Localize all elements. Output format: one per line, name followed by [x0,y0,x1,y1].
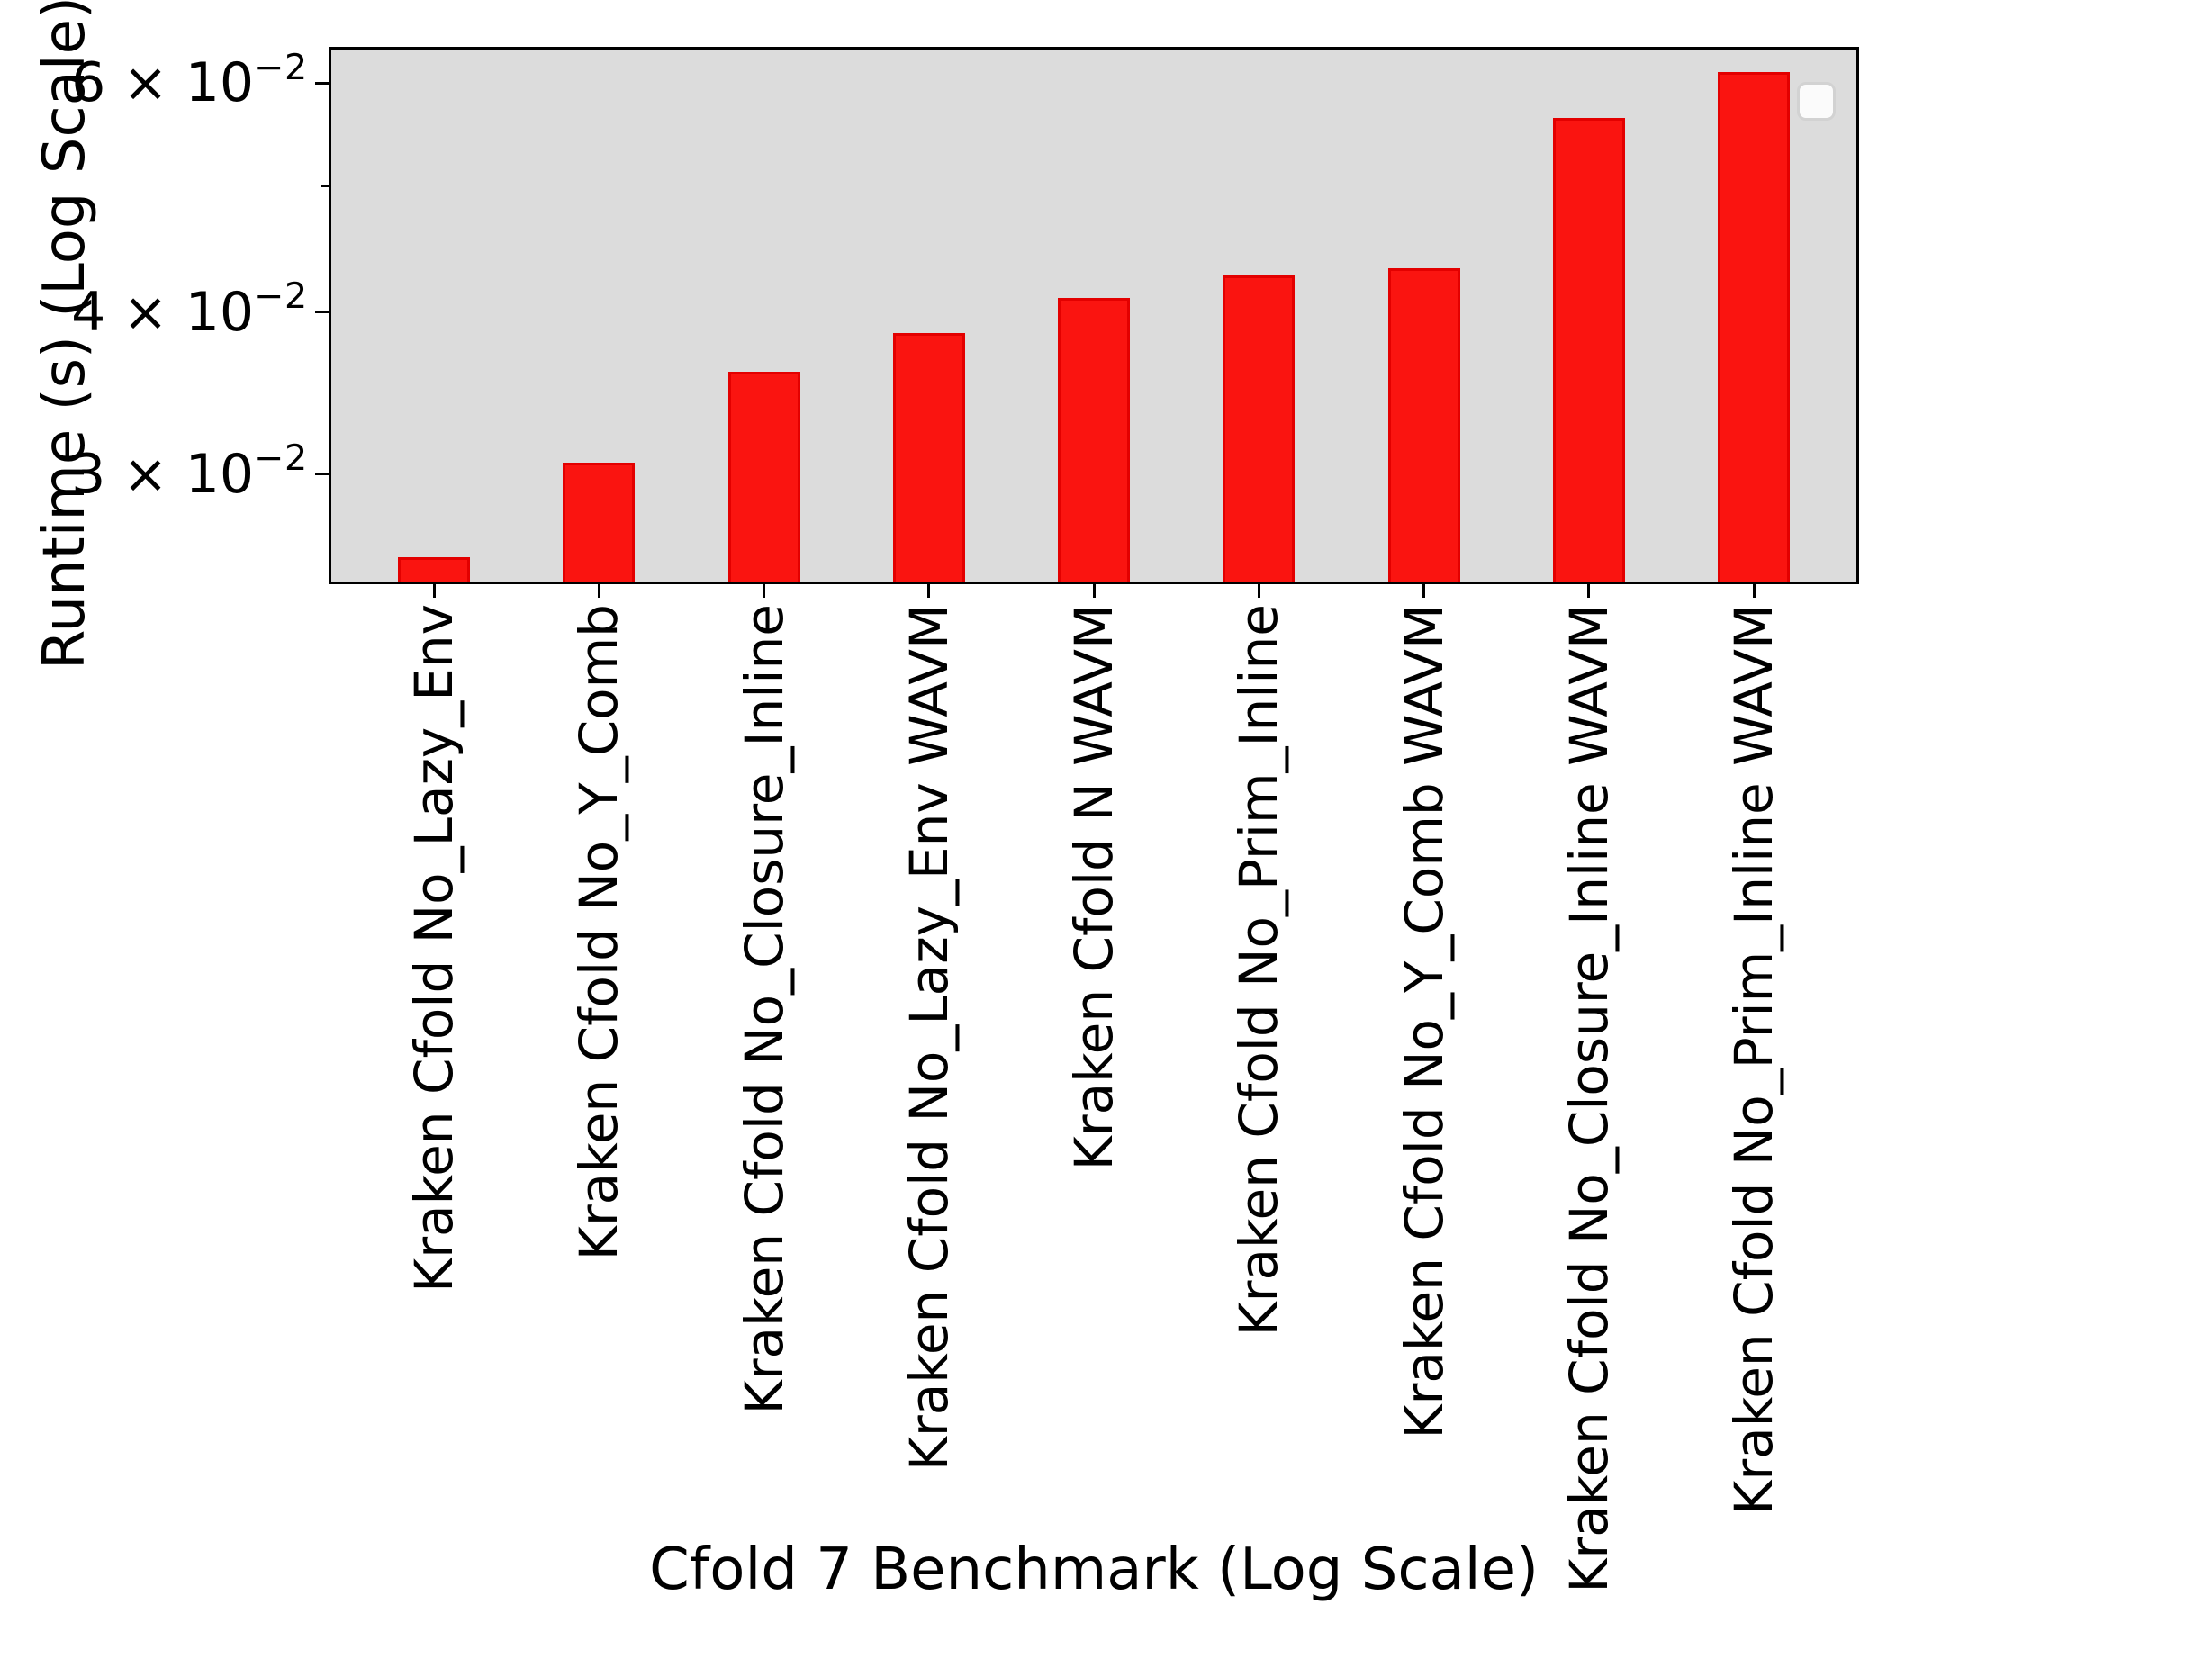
x-tick-mark [1587,584,1591,598]
x-tick-label: Kraken Cfold No_Lazy_Env WAVM [898,604,960,1472]
plot-area [329,47,1859,584]
x-tick-label: Kraken Cfold No_Closure_Inline [733,604,795,1415]
bar [563,463,636,582]
bar [1223,275,1296,582]
bar [727,371,800,582]
x-tick-mark [763,584,765,598]
x-tick-mark [597,584,600,598]
bar [1718,72,1790,582]
x-axis-label: Cfold 7 Benchmark (Log Scale) [649,1537,1539,1603]
x-tick-label: Kraken Cfold No_Prim_Inline WAVM [1723,604,1784,1515]
x-tick-mark [1092,584,1096,598]
bar [892,333,965,582]
x-tick-label: Kraken Cfold No_Y_Comb [568,604,630,1261]
x-tick-mark [432,584,436,598]
y-tick-mark [315,311,329,313]
bar [1552,118,1625,582]
x-tick-label: Kraken Cfold N WAVM [1063,604,1124,1171]
y-tick-label: 6 × 10−2 [71,46,308,115]
bar [1058,298,1130,582]
x-tick-label: Kraken Cfold No_Y_Comb WAVM [1393,604,1455,1439]
x-tick-label: Kraken Cfold No_Closure_Inline WAVM [1557,604,1620,1593]
x-tick-mark [1422,584,1425,598]
x-tick-label: Kraken Cfold No_Lazy_Env [403,604,465,1293]
y-tick-mark [321,185,329,188]
y-tick-mark [315,473,329,476]
y-tick-label: 4 × 10−2 [71,275,308,344]
bar [398,556,470,582]
legend-box [1797,82,1836,121]
y-tick-mark [315,81,329,85]
x-tick-mark [1752,584,1756,598]
x-tick-mark [927,584,931,598]
y-tick-label: 3 × 10−2 [71,437,308,506]
x-tick-label: Kraken Cfold No_Prim_Inline [1228,604,1290,1337]
bar [1387,268,1460,582]
x-tick-mark [1257,584,1260,598]
